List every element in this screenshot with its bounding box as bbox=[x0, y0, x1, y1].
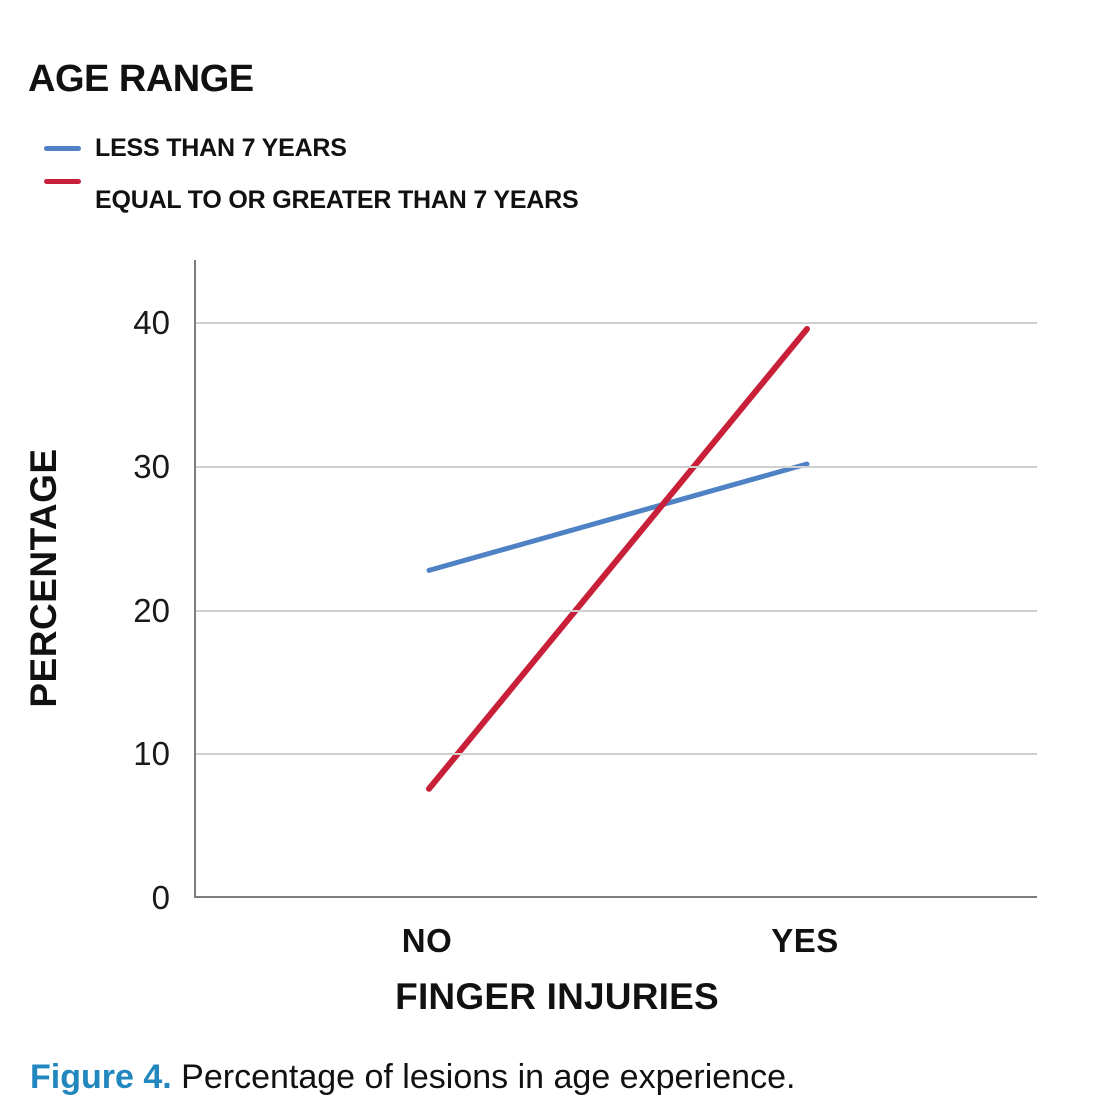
legend-label: EQUAL TO OR GREATER THAN 7 YEARS bbox=[95, 186, 579, 214]
y-tick-label-0: 0 bbox=[151, 879, 170, 916]
legend-title: AGE RANGE bbox=[28, 58, 254, 100]
gridline-30 bbox=[196, 465, 1037, 468]
series-line-ge-7-years bbox=[426, 326, 810, 792]
series-lines bbox=[426, 326, 810, 792]
legend-label: LESS THAN 7 YEARS bbox=[95, 134, 347, 162]
y-axis-title: PERCENTAGE bbox=[23, 448, 64, 708]
series-line-less-than-7-years bbox=[426, 461, 810, 573]
figure-caption: Figure 4. Percentage of lesions in age e… bbox=[30, 1058, 795, 1097]
figure-caption-prefix: Figure 4. bbox=[30, 1058, 172, 1096]
legend-swatch-red-line bbox=[44, 179, 81, 184]
x-category-label-no: NO bbox=[401, 922, 453, 959]
gridline-10 bbox=[196, 753, 1037, 756]
figure-caption-text: Percentage of lesions in age experience. bbox=[181, 1058, 796, 1096]
y-tick-label-10: 10 bbox=[133, 735, 170, 773]
y-tick-label-20: 20 bbox=[133, 591, 170, 629]
gridline-20 bbox=[196, 609, 1037, 612]
x-axis-title: FINGER INJURIES bbox=[395, 976, 719, 1017]
plot-area bbox=[194, 260, 1037, 898]
x-category-label-yes: YES bbox=[771, 922, 839, 959]
legend-swatch-blue-line bbox=[44, 146, 81, 151]
y-tick-label-40: 40 bbox=[133, 304, 170, 342]
gridline-40 bbox=[196, 322, 1037, 325]
y-tick-label-30: 30 bbox=[133, 447, 170, 485]
